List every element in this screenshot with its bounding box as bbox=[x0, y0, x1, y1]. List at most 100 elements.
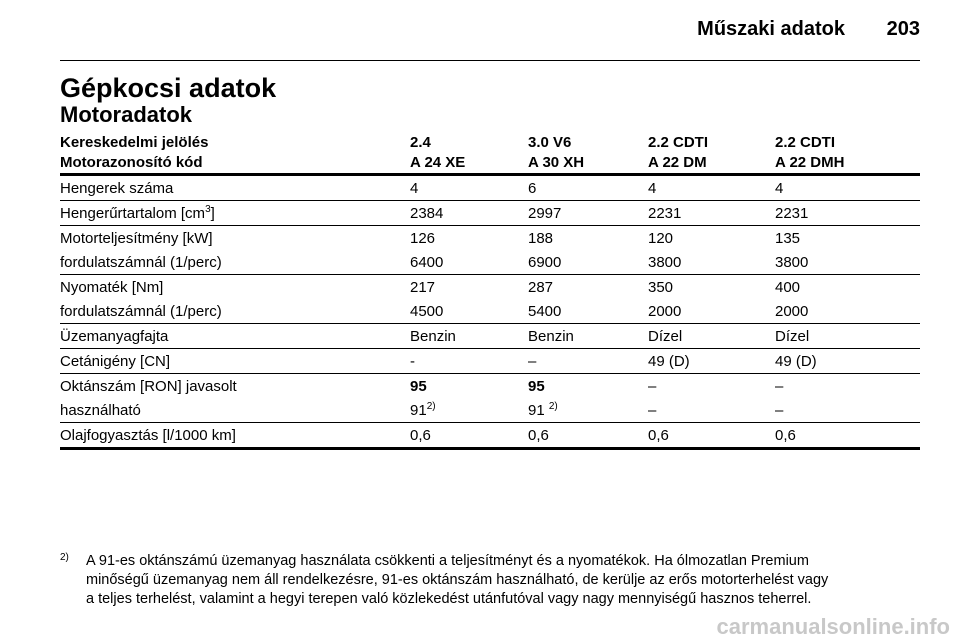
header-cell: 2.2 CDTI bbox=[775, 133, 836, 151]
cell: 350 bbox=[648, 278, 674, 296]
cell: 2000 bbox=[775, 302, 809, 320]
cell: 126 bbox=[410, 229, 436, 247]
header-cell: A 22 DMH bbox=[775, 153, 845, 171]
row-group: Hengerűrtartalom [cm3] 2384 2997 2231 2231 bbox=[60, 201, 920, 226]
table-row: Nyomaték [Nm] 217 287 350 400 bbox=[60, 275, 920, 299]
cell: Motorteljesítmény [kW] bbox=[60, 229, 213, 247]
cell: 2231 bbox=[775, 204, 809, 222]
table-row: Motorteljesítmény [kW] 126 188 120 135 bbox=[60, 226, 920, 250]
cell: – bbox=[775, 401, 784, 419]
cell: 4500 bbox=[410, 302, 444, 320]
cell: 217 bbox=[410, 278, 436, 296]
table-row: Oktánszám [RON] javasolt 95 95 – – bbox=[60, 374, 920, 398]
header-row: Kereskedelmi jelölés 2.4 3.0 V6 2.2 CDTI 2.2… bbox=[60, 132, 920, 152]
cell: Cetánigény [CN] bbox=[60, 352, 171, 370]
table-row: Hengerek száma 4 6 4 4 bbox=[60, 176, 920, 200]
cell: 6 bbox=[528, 179, 537, 197]
cell: 91 2) bbox=[528, 401, 648, 419]
title: Gépkocsi adatok bbox=[60, 73, 277, 103]
table-header: Kereskedelmi jelölés 2.4 3.0 V6 2.2 CDTI 2.2… bbox=[60, 132, 920, 176]
superscript: 2) bbox=[548, 401, 558, 412]
cell: 49 (D) bbox=[648, 352, 690, 370]
table-row: Hengerűrtartalom [cm3] 2384 2997 2231 2231 bbox=[60, 201, 920, 225]
row-group: Motorteljesítmény [kW] 126 188 120 135 fordul… bbox=[60, 226, 920, 275]
table-row: fordulatszámnál (1/perc) 6400 6900 3800 3800 bbox=[60, 250, 920, 274]
cell: 4 bbox=[648, 179, 657, 197]
header-rule bbox=[60, 60, 920, 61]
row-group: Oktánszám [RON] javasolt 95 95 – – használhat… bbox=[60, 374, 920, 423]
cell: 6900 bbox=[528, 253, 562, 271]
cell: Olajfogyasztás [l/1000 km] bbox=[60, 426, 236, 444]
cell: fordulatszámnál (1/perc) bbox=[60, 253, 222, 271]
cell: Benzin bbox=[410, 327, 456, 345]
cell-text: 91 bbox=[410, 402, 427, 419]
header-cell: 2.2 CDTI bbox=[648, 133, 709, 151]
header-cell: Kereskedelmi jelölés bbox=[60, 133, 209, 151]
cell: Oktánszám [RON] javasolt bbox=[60, 377, 237, 395]
watermark: carmanualsonline.info bbox=[716, 614, 951, 639]
table-row: Cetánigény [CN] - – 49 (D) 49 (D) bbox=[60, 349, 920, 373]
cell: - bbox=[410, 352, 415, 370]
header-cell: 3.0 V6 bbox=[528, 133, 572, 151]
cell: 135 bbox=[775, 229, 801, 247]
cell: 95 bbox=[410, 377, 427, 395]
cell: Nyomaték [Nm] bbox=[60, 278, 164, 296]
cell: 2997 bbox=[528, 204, 562, 222]
section-title: Műszaki adatok bbox=[697, 18, 845, 40]
cell: 0,6 bbox=[775, 426, 796, 444]
row-group: Cetánigény [CN] - – 49 (D) 49 (D) bbox=[60, 349, 920, 374]
cell: 0,6 bbox=[410, 426, 431, 444]
header-cell: 2.4 bbox=[410, 133, 431, 151]
cell-text: 91 bbox=[528, 402, 549, 419]
row-group: Olajfogyasztás [l/1000 km] 0,6 0,6 0,6 0,6 bbox=[60, 423, 920, 450]
footnote-line: minőségű üzemanyag nem áll rendelkezésre… bbox=[86, 572, 829, 588]
cell: 5400 bbox=[528, 302, 562, 320]
footnote: 2) A 91-es oktánszámú üzemanyag használat… bbox=[60, 552, 920, 609]
cell-text: ] bbox=[210, 205, 215, 222]
superscript: 2) bbox=[426, 401, 436, 412]
table-row: használható 912) 91 2) – – bbox=[60, 398, 920, 422]
subtitle: Motoradatok bbox=[60, 102, 192, 127]
cell: 4 bbox=[410, 179, 419, 197]
cell: – bbox=[648, 401, 657, 419]
table-row: Üzemanyagfajta Benzin Benzin Dízel Dízel bbox=[60, 324, 920, 348]
cell: 0,6 bbox=[528, 426, 549, 444]
footnote-line: a teljes terhelést, valamint a hegyi ter… bbox=[86, 591, 812, 607]
footnote-marker: 2) bbox=[60, 552, 69, 563]
header-cell: A 22 DM bbox=[648, 153, 707, 171]
row-group: Üzemanyagfajta Benzin Benzin Dízel Dízel bbox=[60, 324, 920, 349]
cell-text: Hengerűrtartalom [cm bbox=[60, 205, 206, 222]
cell: használható bbox=[60, 401, 141, 419]
cell: fordulatszámnál (1/perc) bbox=[60, 302, 222, 320]
cell: Dízel bbox=[775, 327, 810, 345]
table-row: fordulatszámnál (1/perc) 4500 5400 2000 2000 bbox=[60, 299, 920, 323]
table: Kereskedelmi jelölés 2.4 3.0 V6 2.2 CDTI 2.2… bbox=[60, 132, 920, 450]
row-group: Nyomaték [Nm] 217 287 350 400 fordulatszámnál… bbox=[60, 275, 920, 324]
cell: Dízel bbox=[648, 327, 683, 345]
header-cell: A 30 XH bbox=[528, 153, 585, 171]
cell: 2384 bbox=[410, 204, 444, 222]
superscript: 3 bbox=[205, 204, 211, 215]
cell: 188 bbox=[528, 229, 554, 247]
cell: 3800 bbox=[648, 253, 682, 271]
footnote-line: A 91-es oktánszámú üzemanyag használata … bbox=[86, 553, 809, 569]
cell: 6400 bbox=[410, 253, 444, 271]
cell: Benzin bbox=[528, 327, 574, 345]
header-cell: A 24 XE bbox=[410, 153, 466, 171]
cell: 2231 bbox=[648, 204, 682, 222]
cell: 2000 bbox=[648, 302, 682, 320]
cell: – bbox=[648, 377, 657, 395]
cell: 3800 bbox=[775, 253, 809, 271]
row-group: Hengerek száma 4 6 4 4 bbox=[60, 176, 920, 201]
cell: 4 bbox=[775, 179, 784, 197]
cell: Hengerűrtartalom [cm3] bbox=[60, 204, 410, 222]
cell: 95 bbox=[528, 377, 545, 395]
cell: 49 (D) bbox=[775, 352, 817, 370]
cell: Hengerek száma bbox=[60, 179, 174, 197]
cell: – bbox=[528, 352, 537, 370]
page-number: 203 bbox=[886, 18, 920, 40]
cell: 287 bbox=[528, 278, 554, 296]
cell: 400 bbox=[775, 278, 801, 296]
header-cell: Motorazonosító kód bbox=[60, 153, 203, 171]
